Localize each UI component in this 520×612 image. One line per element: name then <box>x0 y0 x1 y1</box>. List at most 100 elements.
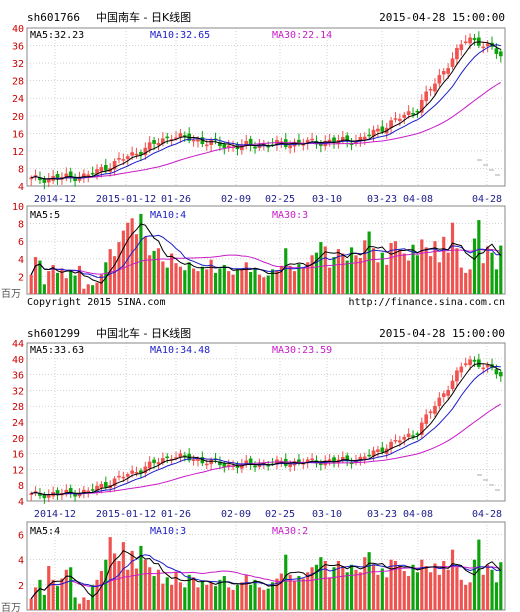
volume-bar <box>174 572 178 610</box>
candle-body <box>393 439 398 442</box>
candle-body <box>424 91 429 102</box>
chart-1-volume-ma-lines <box>30 223 502 284</box>
date-tick-label: 2015-01-12 <box>96 509 156 520</box>
candle-body <box>455 47 459 60</box>
chart-2-price-axis: 44 40 36 32 28 24 20 16 12 8 4 <box>12 339 24 508</box>
volume-bar <box>385 577 389 610</box>
volume-bar <box>253 268 257 294</box>
volume-bar <box>402 253 406 294</box>
price-tick-label: 20 <box>12 434 24 445</box>
volume-bar <box>297 576 301 610</box>
candle-body <box>468 37 472 44</box>
volume-bar <box>323 560 327 610</box>
volume-bar <box>354 255 358 294</box>
volume-bar <box>429 572 433 610</box>
chart-2-legend-ma10: MA10:34.48 <box>150 345 210 356</box>
candle-body <box>376 128 380 132</box>
volume-bar <box>284 248 288 294</box>
chart-1: sh601766 中国南车 - 日K线图 2015-04-28 15:00:00… <box>1 10 506 308</box>
volume-bar <box>319 242 323 294</box>
volume-bar <box>82 597 86 610</box>
candle-body <box>380 447 385 453</box>
candle-body <box>68 171 73 177</box>
volume-bar <box>477 539 481 610</box>
volume-bar <box>249 272 253 294</box>
candle-body <box>156 462 161 465</box>
volume-bar <box>433 563 437 610</box>
chart-1-legend-ma5: MA5:32.23 <box>30 30 84 41</box>
candle-body <box>380 126 385 132</box>
date-tick-label: 2015-01-12 <box>96 194 156 205</box>
volume-bar <box>231 589 235 610</box>
candle-body <box>362 456 367 460</box>
chart-2-volume-ma-lines <box>30 550 502 600</box>
chart-1-price-grid <box>27 28 505 186</box>
volume-bar <box>477 220 481 294</box>
volume-bar <box>380 252 384 294</box>
candle-body <box>332 137 336 143</box>
candle-body <box>406 111 411 115</box>
volume-bar <box>332 567 336 610</box>
chart-2-price-frame <box>26 342 506 502</box>
volume-bar <box>341 566 345 610</box>
price-tick-label: 28 <box>12 402 24 413</box>
candle-body <box>437 397 442 406</box>
volume-bar <box>121 542 125 610</box>
date-tick-label: 04-28 <box>472 509 502 520</box>
date-tick-label: 2014-12 <box>34 194 76 205</box>
volume-bar <box>376 262 380 294</box>
candle-body <box>362 136 367 140</box>
volume-ma5-line <box>30 550 502 600</box>
volume-bar <box>165 267 169 294</box>
volume-bar <box>468 582 472 610</box>
price-tick-label: 44 <box>12 339 24 350</box>
volume-bar <box>389 242 393 294</box>
volume-bar <box>499 562 503 610</box>
volume-bar <box>73 275 77 294</box>
volume-bar <box>192 577 196 610</box>
candle-body <box>121 159 126 161</box>
chart-2-volume-panel: 6 4 2 MA5:4 MA10:3 MA30:2 百万 <box>1 521 506 612</box>
candle-body <box>463 363 468 366</box>
candle-body <box>117 475 121 478</box>
candle-body <box>134 471 139 474</box>
volume-bar <box>490 569 494 610</box>
volume-bar <box>398 566 402 610</box>
volume-bar <box>494 269 498 294</box>
chart-1-stubs <box>477 159 500 176</box>
candle-body <box>402 114 407 118</box>
volume-bar <box>240 268 244 294</box>
price-tick-label: 24 <box>12 418 24 429</box>
volume-tick-label: 10 <box>12 202 24 213</box>
volume-bar <box>380 568 384 610</box>
chart-1-volume-panel: 10 8 6 4 2 MA5:5 MA10:4 MA30:3 百万 <box>1 202 506 300</box>
candle-body <box>450 58 455 67</box>
volume-bar <box>314 564 319 610</box>
candle-body <box>468 359 472 366</box>
volume-bar <box>433 241 437 294</box>
volume-bar <box>464 584 468 610</box>
ma30-line <box>31 81 502 180</box>
candle-body <box>90 489 95 491</box>
chart-2-stubs <box>477 474 500 491</box>
date-tick-label: 02-25 <box>265 194 295 205</box>
candle-body <box>130 470 134 474</box>
volume-bar <box>450 222 455 294</box>
chart-2-vol-legend-ma10: MA10:3 <box>150 526 186 537</box>
volume-bar <box>205 584 209 610</box>
volume-bar <box>143 236 147 294</box>
candle-body <box>99 167 104 172</box>
volume-bar <box>336 560 340 610</box>
volume-bar <box>310 255 314 294</box>
candle-body <box>398 118 402 121</box>
price-tick-label: 4 <box>18 497 24 508</box>
chart-1-legend-ma10: MA10:32.65 <box>150 30 210 41</box>
chart-1-title: 中国南车 - 日K线图 <box>96 10 191 24</box>
candle-body <box>99 484 104 488</box>
volume-bar <box>152 576 156 610</box>
candle-body <box>134 153 139 156</box>
volume-bar <box>161 261 165 294</box>
date-tick-label: 03-10 <box>312 194 342 205</box>
volume-tick-label: 4 <box>18 556 24 567</box>
volume-bar <box>464 272 468 294</box>
